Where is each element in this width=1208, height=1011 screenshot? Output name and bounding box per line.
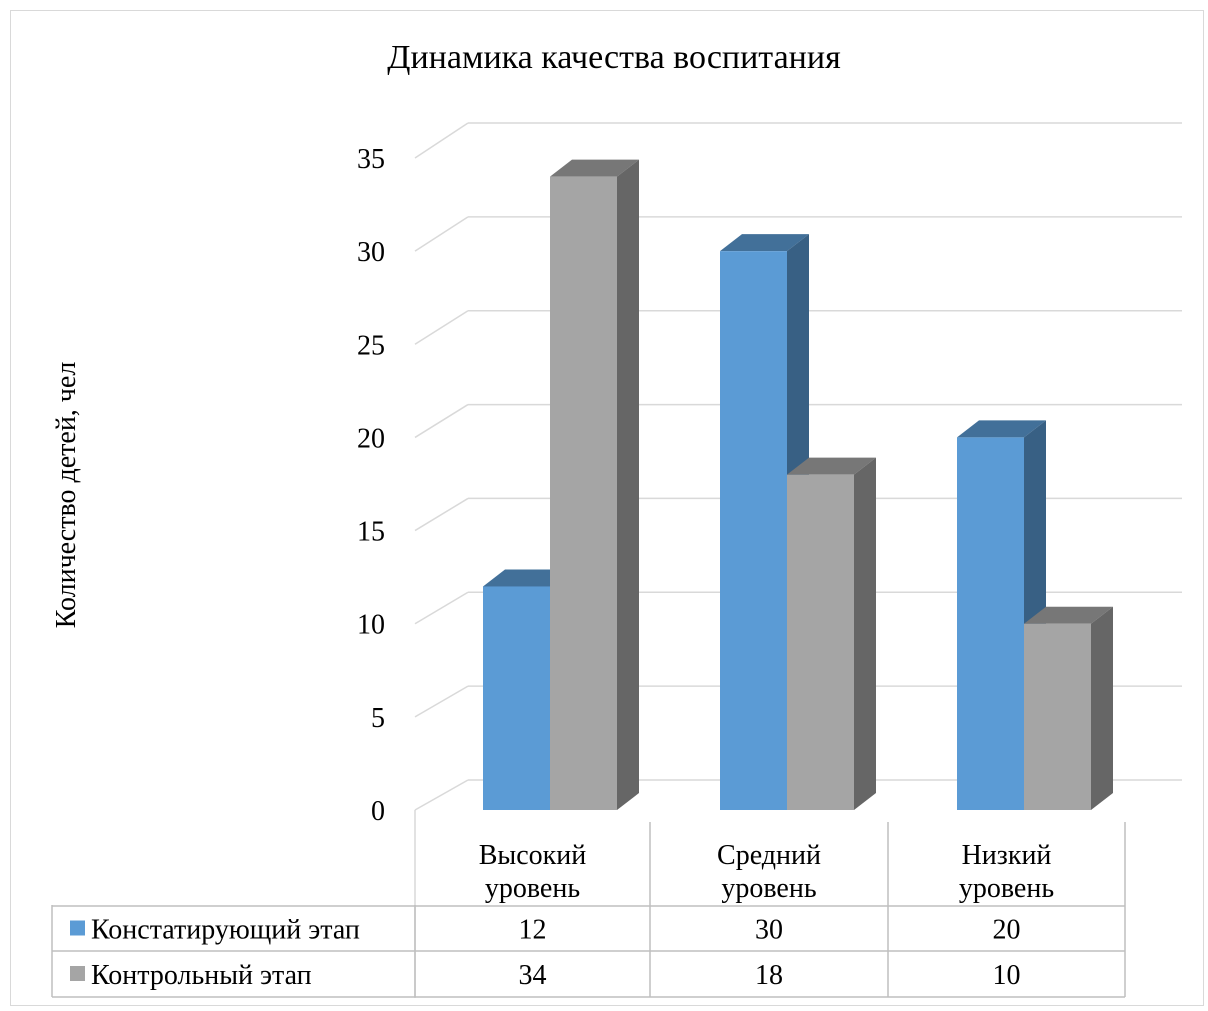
bar-top	[720, 234, 809, 252]
bar-top	[550, 159, 639, 177]
legend-key	[70, 920, 85, 936]
side-gridline	[414, 216, 469, 252]
y-tick-label: 15	[357, 517, 385, 548]
x-tick-label: Низкий уровень	[959, 840, 1054, 904]
bar-top	[957, 420, 1046, 438]
bar-front	[957, 437, 1024, 810]
y-axis-ticks: 0 5 10 15 20 25 30 35	[357, 144, 385, 827]
x-tick-label: Высокий уровень	[479, 840, 587, 904]
bar	[1024, 606, 1113, 810]
bar	[550, 159, 639, 811]
side-gridline	[414, 310, 469, 345]
side-gridline	[414, 779, 469, 811]
bar-front	[483, 586, 550, 810]
side-gridline	[414, 685, 469, 718]
bars	[483, 159, 1113, 811]
data-label: 34	[519, 960, 547, 991]
bar-side	[1091, 606, 1113, 810]
y-axis-label: Количество детей, чел	[51, 362, 82, 629]
data-label: 12	[519, 915, 547, 946]
y-tick-label: 30	[357, 237, 385, 268]
chart-title: Динамика качества воспитания	[387, 39, 841, 76]
legend-entry: Контрольный этап	[91, 960, 312, 991]
y-tick-label: 20	[357, 423, 385, 454]
legend-entry: Констатирующий этап	[91, 915, 360, 946]
data-label: 10	[993, 960, 1021, 991]
data-table: Высокий уровень Средний уровень Низкий уровен…	[51, 822, 1126, 998]
x-tick-label: Средний уровень	[717, 840, 821, 904]
bar-side	[854, 457, 876, 810]
bar-front	[720, 251, 787, 811]
side-gridline	[414, 497, 469, 532]
bar-front	[1024, 623, 1091, 810]
bar-top	[483, 569, 572, 587]
side-gridline	[414, 122, 469, 159]
bar-side	[617, 159, 639, 811]
data-label: 18	[755, 960, 783, 991]
y-tick-label: 5	[371, 703, 385, 734]
legend-key	[70, 966, 85, 981]
bar-top	[787, 457, 876, 475]
bar	[787, 457, 876, 810]
data-label: 20	[993, 915, 1021, 946]
y-tick-label: 25	[357, 330, 385, 361]
bar-front	[787, 474, 854, 810]
bar-top	[1024, 606, 1113, 624]
bar-front	[550, 176, 617, 811]
y-tick-label: 35	[357, 144, 385, 175]
data-label: 30	[755, 915, 783, 946]
side-gridline	[414, 591, 469, 625]
y-tick-label: 0	[371, 796, 385, 827]
side-gridline	[414, 403, 469, 439]
y-tick-label: 10	[357, 610, 385, 641]
